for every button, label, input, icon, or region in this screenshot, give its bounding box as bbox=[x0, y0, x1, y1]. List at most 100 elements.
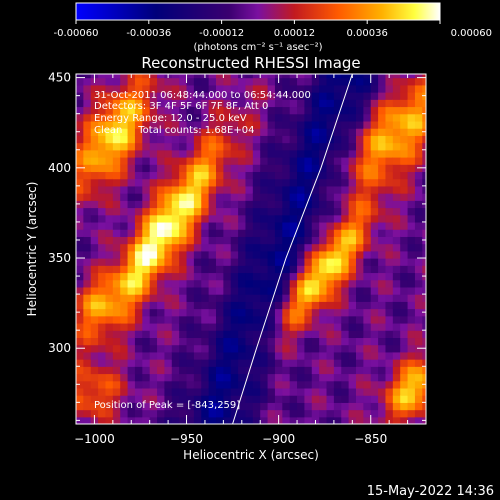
heatmap-cell bbox=[319, 416, 328, 424]
heatmap-cell bbox=[201, 229, 210, 237]
heatmap-cell bbox=[134, 243, 143, 252]
heatmap-cell bbox=[400, 200, 409, 209]
heatmap-cell bbox=[282, 243, 291, 252]
heatmap-cell bbox=[76, 337, 84, 346]
heatmap-cell bbox=[164, 164, 173, 173]
heatmap-cell bbox=[319, 113, 328, 122]
heatmap-cell bbox=[282, 74, 291, 79]
heatmap-cell bbox=[422, 322, 426, 331]
annotations: 31-Oct-2011 06:48:44.000 to 06:54:44.000… bbox=[94, 90, 311, 411]
heatmap-cell bbox=[385, 286, 394, 295]
heatmap-cell bbox=[127, 164, 136, 173]
heatmap-cell bbox=[370, 265, 379, 274]
heatmap-cell bbox=[83, 395, 92, 403]
heatmap-cell bbox=[385, 214, 394, 223]
heatmap-cell bbox=[319, 265, 328, 274]
heatmap-cell bbox=[392, 142, 401, 151]
heatmap-cell bbox=[216, 416, 224, 424]
heatmap-cell bbox=[120, 351, 129, 360]
heatmap-cell bbox=[201, 120, 210, 129]
heatmap-cell bbox=[201, 330, 210, 339]
heatmap-cell bbox=[348, 258, 357, 266]
heatmap-cell bbox=[311, 221, 320, 230]
heatmap-cell bbox=[414, 221, 423, 230]
heatmap-cell bbox=[407, 344, 416, 353]
heatmap-cell bbox=[112, 402, 121, 411]
heatmap-cell bbox=[356, 294, 364, 302]
heatmap-cell bbox=[90, 149, 99, 158]
heatmap-cell bbox=[267, 149, 276, 158]
heatmap-cell bbox=[378, 366, 387, 375]
heatmap-cell bbox=[120, 380, 129, 389]
heatmap-cell bbox=[341, 387, 350, 396]
heatmap-cell bbox=[363, 359, 372, 367]
heatmap-cell bbox=[356, 315, 364, 324]
heatmap-cell bbox=[260, 229, 269, 237]
heatmap-cell bbox=[274, 315, 283, 324]
heatmap-cell bbox=[385, 77, 394, 86]
heatmap-cell bbox=[385, 106, 394, 115]
y-tick-label: 350 bbox=[48, 251, 71, 265]
heatmap-cell bbox=[392, 359, 401, 367]
heatmap-cell bbox=[98, 301, 107, 310]
heatmap-cell bbox=[149, 294, 158, 302]
heatmap-cell bbox=[304, 149, 313, 158]
heatmap-cell bbox=[392, 149, 401, 158]
heatmap-cell bbox=[90, 171, 99, 180]
heatmap-cell bbox=[208, 185, 217, 194]
heatmap-cell bbox=[356, 395, 364, 403]
heatmap-cell bbox=[157, 301, 166, 310]
heatmap-cell bbox=[157, 250, 166, 259]
heatmap-cell bbox=[216, 308, 224, 317]
heatmap-cell bbox=[260, 185, 269, 194]
heatmap-cell bbox=[414, 330, 423, 339]
heatmap-cell bbox=[179, 380, 188, 389]
heatmap-cell bbox=[385, 113, 394, 122]
heatmap-cell bbox=[193, 294, 202, 302]
heatmap-cell bbox=[385, 322, 394, 331]
heatmap-cell bbox=[370, 301, 379, 310]
heatmap-cell bbox=[193, 366, 202, 375]
heatmap-cell bbox=[341, 380, 350, 389]
heatmap-cell bbox=[179, 294, 188, 302]
heatmap-cell bbox=[297, 286, 306, 295]
heatmap-cell bbox=[267, 84, 276, 93]
heatmap-cell bbox=[267, 135, 276, 144]
heatmap-cell bbox=[392, 178, 401, 187]
heatmap-cell bbox=[245, 301, 254, 310]
heatmap-cell bbox=[208, 344, 217, 353]
heatmap-cell bbox=[289, 156, 298, 165]
heatmap-cell bbox=[216, 366, 224, 375]
heatmap-cell bbox=[245, 164, 254, 173]
heatmap-cell bbox=[230, 214, 239, 223]
heatmap-cell bbox=[297, 402, 306, 411]
heatmap-cell bbox=[274, 344, 283, 353]
heatmap-cell bbox=[201, 351, 210, 360]
heatmap-cell bbox=[76, 322, 84, 331]
heatmap-cell bbox=[208, 279, 217, 288]
heatmap-cell bbox=[105, 185, 114, 194]
heatmap-cell bbox=[76, 207, 84, 216]
heatmap-cell bbox=[216, 301, 224, 310]
heatmap-cell bbox=[245, 185, 254, 194]
heatmap-cell bbox=[414, 178, 423, 187]
heatmap-cell bbox=[208, 402, 217, 411]
heatmap-cell bbox=[363, 344, 372, 353]
heatmap-cell bbox=[164, 380, 173, 389]
heatmap-cell bbox=[142, 322, 151, 331]
heatmap-cell bbox=[407, 207, 416, 216]
heatmap-cell bbox=[208, 294, 217, 302]
heatmap-cell bbox=[392, 272, 401, 281]
heatmap-cell bbox=[230, 409, 239, 418]
heatmap-cell bbox=[171, 113, 180, 122]
heatmap-cell bbox=[378, 84, 387, 93]
heatmap-cell bbox=[230, 272, 239, 281]
colorbar-tick-label: -0.00036 bbox=[126, 28, 171, 39]
heatmap-cell bbox=[208, 359, 217, 367]
heatmap-cell bbox=[333, 185, 342, 194]
heatmap-cell bbox=[356, 193, 364, 201]
heatmap-cell bbox=[76, 373, 84, 382]
heatmap-cell bbox=[134, 351, 143, 360]
heatmap-cell bbox=[230, 164, 239, 173]
heatmap-cell bbox=[326, 229, 335, 237]
